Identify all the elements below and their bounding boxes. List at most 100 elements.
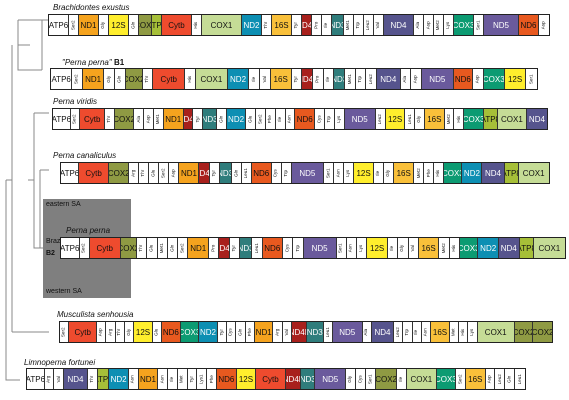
species-name: Musculista senhousia [57,310,134,319]
trna-block: Gly [398,238,409,258]
gene-block: 16S [270,69,292,89]
gene-block: ND5 [484,15,519,35]
gene-block: ND5 [332,322,363,342]
gene-block: ND3 [301,369,316,389]
trna-block: Gln [231,163,242,183]
trna-block: Phe [266,109,276,129]
trna-block: Leu2 [495,369,506,389]
gene-block: Cytb [162,15,192,35]
gene-block: ND4 [498,238,520,258]
gene-block: ND5 [303,238,337,258]
gene-block: 12S [354,163,375,183]
trna-block: Ser2 [69,15,79,35]
trna-block: Asp [411,69,422,89]
trna-block: Lys [468,322,478,342]
trna-block: Cys [283,238,294,258]
trna-block: Leu1 [405,109,416,129]
trna-block: Pro [312,15,322,35]
trna-block: His [434,163,445,183]
trna-block: Leu1 [252,238,263,258]
trna-block: Pro [313,69,324,89]
gene-block: ND2 [226,109,247,129]
trna-block: Thr [262,15,272,35]
trna-block: Glu [152,322,163,342]
trna-block: Gly [415,109,426,129]
species-title: Perna viridis [53,97,97,106]
trna-block: Ser1 [323,163,334,183]
trna-block: Asn [421,322,432,342]
gene-block: ND2 [227,69,250,89]
gene-block: COX1 [202,15,242,35]
gene-block: ATP6 [27,369,45,389]
trna-block: Ile [168,369,178,389]
trna-block: Gln [505,369,515,389]
trna-block: Cys [271,163,282,183]
trna-block: Met [449,322,460,342]
trna-block: His [192,15,202,35]
trna-block: Met [177,369,188,389]
gene-block: ND6 [262,238,284,258]
trna-block: Ser2 [256,109,266,129]
gene-block: ND5 [291,163,324,183]
gene-block: Cytb [79,163,110,183]
trna-block: Leu2 [375,109,386,129]
trna-block: Gly [384,163,395,183]
trna-block: Leu1 [323,322,333,342]
gene-block: Cytb [153,69,186,89]
gene-order-strip: ATP6CytbCOX2ArgThrGluSer2AspND1ND4LTyrND… [60,162,550,184]
gene-block: ATP8 [483,109,498,129]
gene-block: ND2 [109,369,129,389]
gene-block: ND3 [334,69,346,89]
species-title: Perna perna [66,226,110,235]
brazil-label: Brazil [46,238,64,245]
gene-block: ND6 [162,322,181,342]
trna-block: Met1 [344,15,354,35]
gene-block: 12S [109,15,129,35]
trna-block: Gln [236,322,246,342]
trna-block: Ser2 [72,69,83,89]
gene-order-strip: Ser2CytbAspArgThrGly12SGluND6COX3ND2TyrC… [59,321,553,343]
gene-block: ATP8 [97,369,110,389]
trna-block: Ile [374,163,385,183]
gene-block: COX1 [477,322,515,342]
trna-block: Phe [424,163,435,183]
trna-block: Arg [106,322,116,342]
trna-block: Glu [147,238,158,258]
trna-block: Trp [293,238,304,258]
trna-block: Val [408,238,419,258]
species-name: Limnoperna fortunei [24,358,96,367]
trna-block: Ile [249,69,260,89]
gene-block: COX3 [444,163,463,183]
gene-block: ND6 [295,109,316,129]
trna-block: Ser2 [70,109,81,129]
species-name: Brachidontes exustus [53,3,130,12]
gene-block: ND3 [219,163,232,183]
trna-block: Met1 [157,238,168,258]
trna-block: Ile [322,15,332,35]
trna-block: Ile [397,369,408,389]
trna-block: Gly [104,69,115,89]
trna-block: Asp [424,15,434,35]
gene-block: ND6 [519,15,539,35]
trna-block: Trp [403,322,413,342]
trna-block: Arg [44,369,55,389]
trna-block: Leu1 [514,369,525,389]
trna-block: Asp [472,69,484,89]
trna-block: Gln [129,15,139,35]
trna-block: Ser2 [79,238,90,258]
gene-block: 16S [394,163,415,183]
trna-block: Ala [414,15,424,35]
gene-order-strip: ATP6ArgValND4ThrATP8ND2AsnND1AsnIleMetTy… [26,368,526,390]
trna-block: Glu [246,109,257,129]
gene-block: ND1 [82,69,105,89]
trna-block: Asp [539,15,549,35]
trna-block: Lys [343,163,355,183]
gene-block: COX2 [139,15,152,35]
gene-block: ND6 [217,369,237,389]
trna-block: Ile [323,69,335,89]
trna-block: Tyr [291,69,303,89]
trna-block: Ser1 [474,15,484,35]
trna-block: Asp [169,163,180,183]
